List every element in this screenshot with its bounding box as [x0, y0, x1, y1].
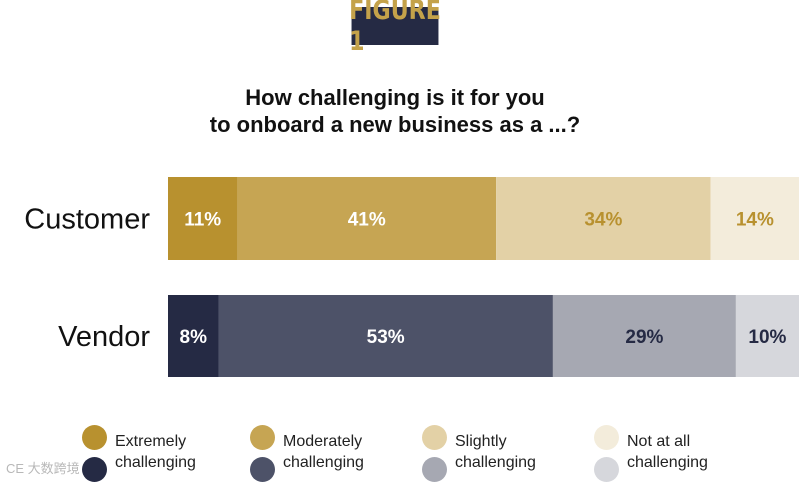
legend-label-line-1: Slightly [455, 433, 507, 450]
category-label-customer: Customer [24, 204, 150, 236]
legend-label-line-2: challenging [283, 454, 364, 471]
legend-swatch-customer-slightly [422, 425, 447, 450]
legend-swatch-vendor-extremely [82, 457, 107, 482]
chart-title-line-1: How challenging is it for you [245, 85, 545, 110]
legend-label-line-2: challenging [627, 454, 708, 471]
legend-label-line-1: Not at all [627, 433, 691, 450]
bar-vendor-slightly [552, 295, 736, 377]
data-label-vendor-slightly: 29% [625, 327, 663, 348]
bar-vendor-not-at-all [735, 295, 799, 377]
legend-item-not-at-all: Not at all challenging [594, 425, 737, 482]
legend-label-line-1: Extremely [115, 433, 187, 450]
bar-customer-not-at-all [710, 177, 799, 260]
legend-swatch-customer-not-at-all [594, 425, 619, 450]
legend-item-extremely: Extremely challenging [82, 425, 225, 482]
data-label-customer-moderately: 41% [348, 210, 386, 231]
data-label-vendor-extremely: 8% [180, 327, 208, 348]
category-label-vendor: Vendor [58, 321, 150, 353]
data-label-vendor-not-at-all: 10% [748, 327, 786, 348]
legend-item-moderately: Moderately challenging [250, 425, 393, 482]
legend-swatch-vendor-moderately [250, 457, 275, 482]
figure-badge-text: FIGURE 1 [349, 0, 441, 57]
bar-customer-slightly [496, 177, 711, 260]
bar-customer-extremely [168, 177, 238, 260]
bar-vendor-extremely [168, 295, 219, 377]
legend-label-line-1: Moderately [283, 433, 363, 450]
bar-vendor-moderately [218, 295, 553, 377]
stacked-bar-chart: Customer 11% 41% 34% 14% Vendor 8% 53% 29% 10% [24, 177, 799, 377]
chart-title-line-2: to onboard a new business as a ...? [209, 112, 581, 137]
legend-swatch-vendor-slightly [422, 457, 447, 482]
bar-customer-moderately [237, 177, 497, 260]
legend-item-slightly: Slightly challenging [422, 425, 565, 482]
legend-swatch-customer-extremely [82, 425, 107, 450]
data-label-customer-slightly: 34% [584, 210, 622, 231]
chart-title: How challenging is it for you to onboard… [0, 84, 790, 138]
legend-label-line-2: challenging [115, 454, 196, 471]
legend-swatch-vendor-not-at-all [594, 457, 619, 482]
figure-badge: FIGURE 1 [349, 0, 441, 57]
legend-label-line-2: challenging [455, 454, 536, 471]
data-label-customer-not-at-all: 14% [736, 210, 774, 231]
data-label-vendor-moderately: 53% [367, 327, 405, 348]
legend-swatch-customer-moderately [250, 425, 275, 450]
data-label-customer-extremely: 11% [184, 210, 221, 231]
watermark: CE 大数跨境 [6, 461, 80, 476]
